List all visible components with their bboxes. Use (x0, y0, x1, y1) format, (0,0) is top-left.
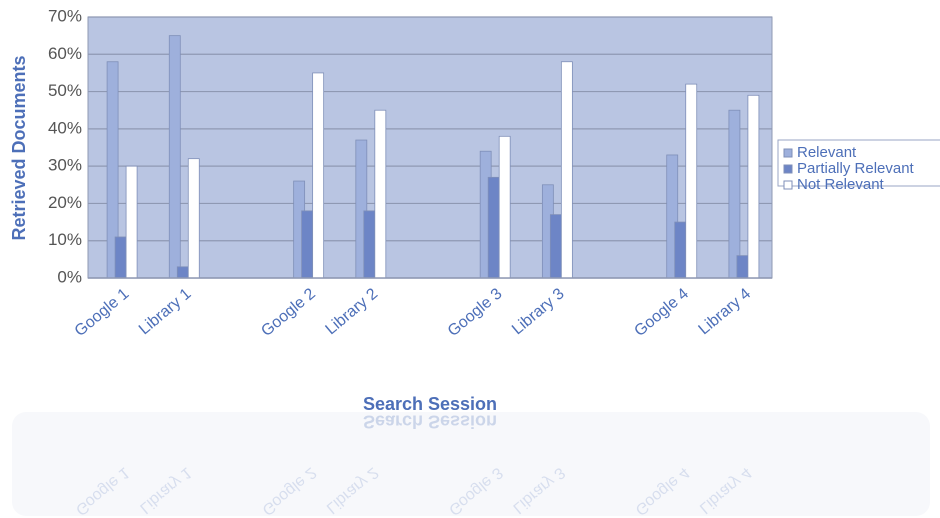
x-tick-label: Google 2 (258, 285, 319, 340)
y-axis-title: Retrieved Documents (9, 55, 29, 240)
bar (176, 266, 189, 279)
x-axis-title: Search Session (363, 394, 497, 414)
bar (125, 165, 138, 279)
bar (747, 94, 760, 279)
legend-swatch (783, 148, 793, 158)
x-tick-label: Library 3 (509, 285, 568, 338)
y-tick-label: 30% (48, 156, 82, 175)
bar (728, 109, 741, 279)
bar (674, 221, 687, 279)
bar (374, 109, 387, 279)
x-tick-label: Google 3 (445, 285, 506, 340)
bar (549, 214, 562, 279)
bar (187, 158, 200, 279)
bar (114, 236, 127, 279)
y-tick-label: 20% (48, 193, 82, 212)
x-axis-title-reflection: Search Session (363, 411, 497, 431)
x-tick-label: Library 1 (136, 285, 195, 338)
legend-label: Partially Relevant (797, 160, 915, 177)
y-tick-label: 10% (48, 230, 82, 249)
y-tick-label: 40% (48, 118, 82, 137)
y-tick-label: 0% (57, 267, 82, 286)
bar (736, 255, 749, 279)
bar (301, 210, 314, 279)
legend-box (777, 139, 940, 187)
x-tick-label: Library 4 (696, 285, 755, 338)
bar (487, 176, 500, 279)
legend-label: Relevant (797, 144, 857, 161)
legend-label: Not Relevant (797, 176, 885, 193)
bar (685, 83, 698, 279)
x-tick-label: Google 1 (72, 285, 133, 340)
bar (498, 135, 511, 279)
bar (312, 72, 325, 279)
plot-area (87, 16, 773, 279)
reflection-panel (12, 412, 930, 516)
x-tick-label: Google 4 (631, 285, 692, 340)
bar (560, 61, 573, 279)
bar (168, 35, 181, 279)
y-tick-label: 70% (48, 6, 82, 25)
y-tick-label: 60% (48, 44, 82, 63)
bar (363, 210, 376, 279)
legend-swatch (783, 180, 793, 190)
x-tick-label: Library 2 (322, 285, 381, 338)
y-tick-label: 50% (48, 81, 82, 100)
legend-swatch (783, 164, 793, 174)
